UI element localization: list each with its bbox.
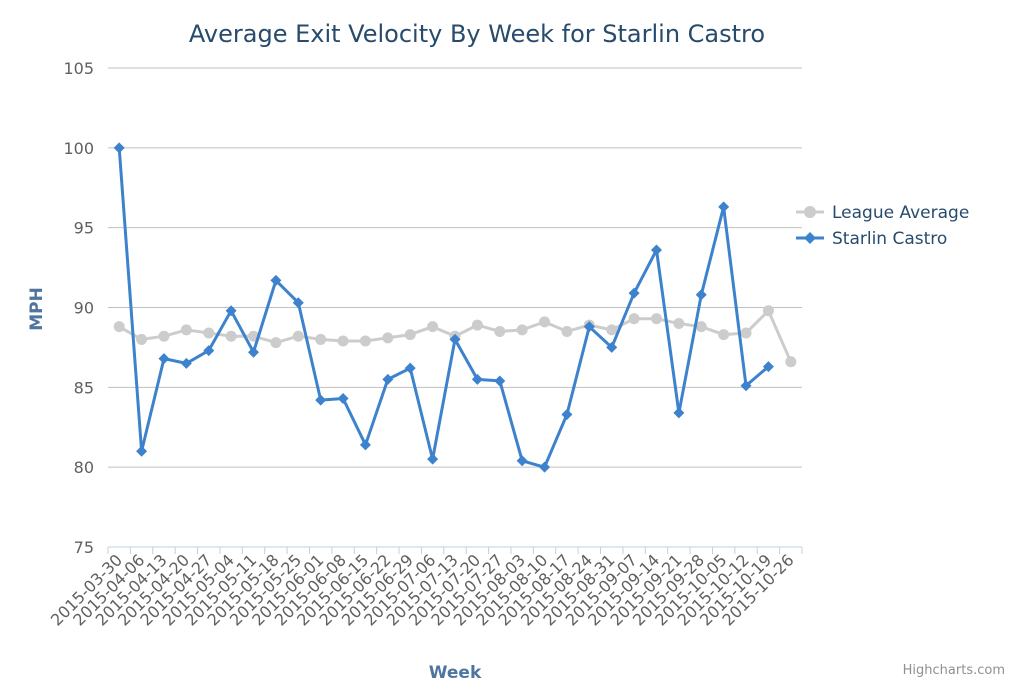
y-tick-label: 100 bbox=[63, 139, 94, 158]
data-point[interactable] bbox=[158, 353, 170, 365]
data-point[interactable] bbox=[113, 142, 125, 154]
data-point[interactable] bbox=[404, 329, 416, 341]
data-point[interactable] bbox=[606, 324, 618, 336]
legend-marker bbox=[804, 206, 816, 218]
data-point[interactable] bbox=[695, 289, 707, 301]
data-point[interactable] bbox=[136, 333, 148, 345]
data-point[interactable] bbox=[248, 346, 260, 358]
data-point[interactable] bbox=[650, 313, 662, 325]
data-point[interactable] bbox=[762, 305, 774, 317]
data-point[interactable] bbox=[740, 327, 752, 339]
x-axis: 2015-03-302015-04-062015-04-132015-04-20… bbox=[47, 546, 803, 630]
x-axis-title: Week bbox=[429, 663, 482, 683]
data-point[interactable] bbox=[471, 319, 483, 331]
series-line bbox=[117, 147, 770, 469]
y-tick-label: 75 bbox=[74, 538, 94, 557]
gridlines bbox=[108, 67, 802, 468]
data-point[interactable] bbox=[203, 327, 215, 339]
data-point[interactable] bbox=[315, 394, 327, 406]
y-tick-label: 85 bbox=[74, 378, 94, 397]
data-point[interactable] bbox=[337, 393, 349, 405]
data-point[interactable] bbox=[203, 345, 215, 357]
data-point[interactable] bbox=[359, 439, 371, 451]
data-point[interactable] bbox=[315, 333, 327, 345]
data-point[interactable] bbox=[539, 316, 551, 328]
data-point[interactable] bbox=[404, 362, 416, 374]
data-point[interactable] bbox=[158, 330, 170, 342]
legend-item[interactable]: Starlin Castro bbox=[796, 229, 947, 249]
legend-item[interactable]: League Average bbox=[796, 203, 969, 223]
y-axis: 75 80 85 90 95 100 105 bbox=[63, 59, 94, 557]
data-point[interactable] bbox=[539, 461, 551, 473]
data-point[interactable] bbox=[516, 324, 528, 336]
data-point[interactable] bbox=[136, 445, 148, 457]
legend-label: League Average bbox=[832, 203, 969, 223]
data-point[interactable] bbox=[292, 330, 304, 342]
data-point[interactable] bbox=[718, 201, 730, 213]
y-tick-label: 90 bbox=[74, 299, 94, 318]
legend-label: Starlin Castro bbox=[832, 229, 947, 249]
data-point[interactable] bbox=[673, 317, 685, 329]
data-point[interactable] bbox=[673, 407, 685, 419]
data-point[interactable] bbox=[628, 287, 640, 299]
data-point[interactable] bbox=[718, 329, 730, 341]
data-point[interactable] bbox=[337, 335, 349, 347]
data-point[interactable] bbox=[180, 357, 192, 369]
data-point[interactable] bbox=[494, 325, 506, 337]
data-point[interactable] bbox=[471, 373, 483, 385]
legend[interactable]: League Average Starlin Castro bbox=[796, 203, 969, 249]
data-point[interactable] bbox=[740, 380, 752, 392]
series-layer bbox=[113, 142, 797, 473]
legend-marker bbox=[804, 232, 816, 244]
y-tick-label: 95 bbox=[74, 219, 94, 238]
data-point[interactable] bbox=[270, 337, 282, 349]
data-point[interactable] bbox=[225, 305, 237, 317]
series-starlin-castro[interactable] bbox=[113, 142, 774, 473]
data-point[interactable] bbox=[180, 324, 192, 336]
data-point[interactable] bbox=[561, 325, 573, 337]
y-tick-label: 80 bbox=[74, 458, 94, 477]
data-point[interactable] bbox=[427, 321, 439, 333]
data-point[interactable] bbox=[762, 361, 774, 373]
data-point[interactable] bbox=[606, 341, 618, 353]
data-point[interactable] bbox=[695, 321, 707, 333]
data-point[interactable] bbox=[628, 313, 640, 325]
data-point[interactable] bbox=[382, 373, 394, 385]
data-point[interactable] bbox=[270, 274, 282, 286]
data-point[interactable] bbox=[292, 297, 304, 309]
data-point[interactable] bbox=[359, 335, 371, 347]
data-point[interactable] bbox=[583, 321, 595, 333]
y-axis-title: MPH bbox=[27, 287, 47, 331]
data-point[interactable] bbox=[785, 356, 797, 368]
data-point[interactable] bbox=[449, 333, 461, 345]
data-point[interactable] bbox=[113, 321, 125, 333]
y-tick-label: 105 bbox=[63, 59, 94, 78]
data-point[interactable] bbox=[516, 455, 528, 467]
data-point[interactable] bbox=[561, 408, 573, 420]
chart-title: Average Exit Velocity By Week for Starli… bbox=[189, 20, 765, 48]
data-point[interactable] bbox=[382, 332, 394, 344]
credits-link[interactable]: Highcharts.com bbox=[903, 663, 1005, 678]
data-point[interactable] bbox=[494, 375, 506, 387]
data-point[interactable] bbox=[650, 244, 662, 256]
data-point[interactable] bbox=[225, 330, 237, 342]
data-point[interactable] bbox=[427, 453, 439, 465]
